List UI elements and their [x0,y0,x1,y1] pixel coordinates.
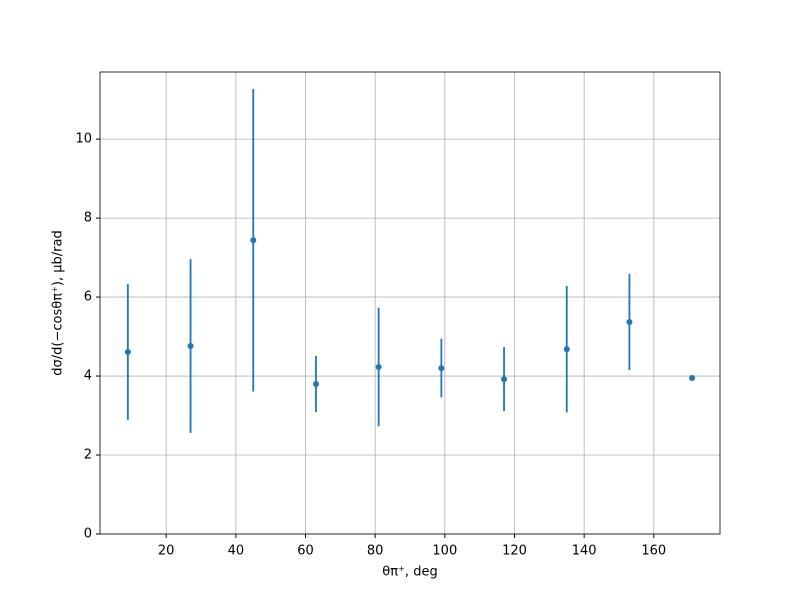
x-tick-label: 160 [641,544,666,559]
x-tick-label: 20 [158,544,175,559]
data-point [501,376,508,383]
data-point [626,318,633,325]
data-point [438,365,445,372]
x-tick-label: 140 [572,544,597,559]
data-point [250,237,257,244]
data-point [312,380,319,387]
y-tick-label: 4 [84,369,92,384]
y-tick-label: 6 [84,290,92,305]
data-point [563,346,570,353]
x-tick-label: 80 [367,544,384,559]
y-tick-label: 2 [84,448,92,463]
x-tick-label: 100 [432,544,457,559]
y-tick-label: 10 [75,132,92,147]
plot-frame [99,71,721,535]
y-axis-label: dσ/d(−cosθπ⁺), μb/rad [51,230,66,375]
data-point [375,363,382,370]
data-point [187,343,194,350]
x-tick-label: 40 [228,544,245,559]
y-tick-label: 8 [84,211,92,226]
x-tick-label: 60 [297,544,314,559]
x-tick-label: 120 [502,544,527,559]
data-point [124,348,131,355]
y-tick-label: 0 [84,527,92,542]
x-axis-label: θπ⁺, deg [382,565,437,580]
data-point [689,375,696,382]
